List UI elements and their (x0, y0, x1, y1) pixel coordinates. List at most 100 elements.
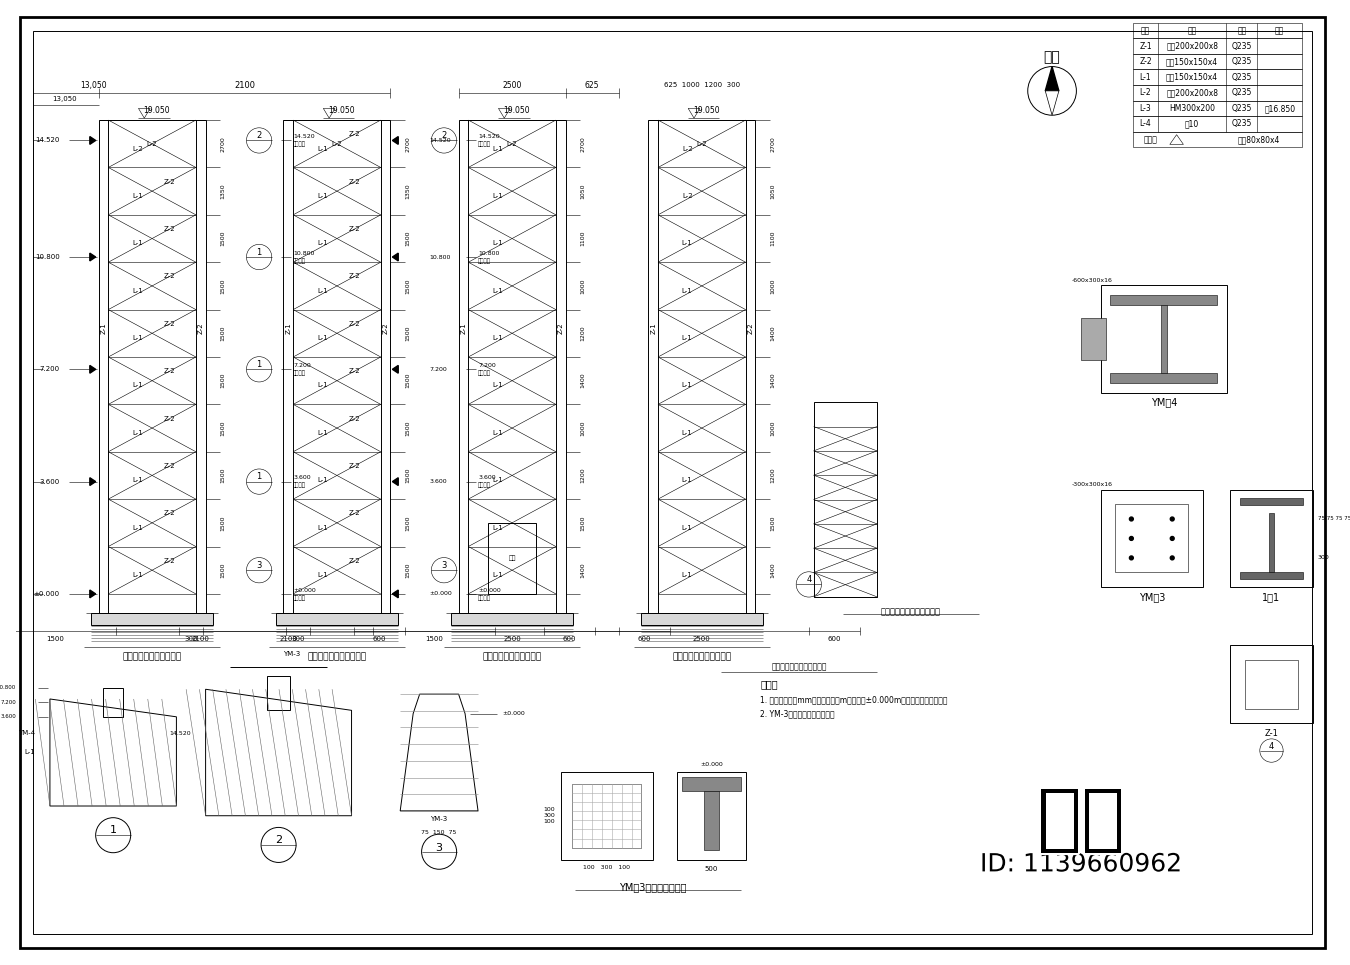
Text: 3: 3 (256, 561, 262, 570)
Text: 7.200: 7.200 (478, 363, 495, 368)
Text: 2: 2 (256, 131, 262, 140)
Text: 1: 1 (256, 248, 262, 257)
Text: L-1: L-1 (317, 572, 328, 578)
Bar (1133, 85, 1303, 100)
Text: L-2: L-2 (682, 146, 693, 152)
Text: 1400: 1400 (771, 563, 775, 578)
Text: L-1: L-1 (682, 335, 693, 341)
Polygon shape (393, 478, 398, 485)
Text: 3.600: 3.600 (478, 475, 495, 481)
Text: 1400: 1400 (771, 325, 775, 341)
Text: L-1: L-1 (493, 382, 502, 389)
Text: 7.200: 7.200 (293, 363, 310, 368)
Text: L-2: L-2 (697, 141, 707, 147)
Text: 1050: 1050 (580, 183, 586, 199)
Text: Z-2: Z-2 (163, 558, 176, 564)
Text: L-1: L-1 (493, 146, 502, 152)
Text: Z-2: Z-2 (163, 416, 176, 422)
Text: 材质: 材质 (1237, 26, 1246, 35)
Text: Z-2: Z-2 (163, 463, 176, 469)
Text: 1000: 1000 (580, 421, 586, 436)
Bar (1111, 373, 1218, 383)
Text: Q235: Q235 (1231, 104, 1251, 113)
Bar (703, 791, 720, 850)
Text: Z-2: Z-2 (163, 320, 176, 327)
Polygon shape (90, 478, 96, 485)
Bar (640, 614, 763, 625)
Text: 1500: 1500 (405, 231, 410, 246)
Text: 方管80x80x4: 方管80x80x4 (1238, 135, 1281, 144)
Text: 1400: 1400 (771, 372, 775, 389)
Text: 1500: 1500 (405, 421, 410, 436)
Polygon shape (90, 590, 96, 597)
Text: L-1: L-1 (493, 477, 502, 483)
Text: 19.050: 19.050 (694, 106, 720, 115)
Text: 钢梁标高: 钢梁标高 (293, 482, 306, 488)
Text: L-3: L-3 (1139, 104, 1152, 113)
Text: L-2: L-2 (332, 141, 343, 147)
Text: L-1: L-1 (317, 525, 328, 531)
Text: 1500: 1500 (771, 515, 775, 531)
Text: 1000: 1000 (771, 278, 775, 293)
Text: Z-2: Z-2 (348, 179, 360, 184)
Text: 1500: 1500 (220, 421, 225, 436)
Text: 600: 600 (563, 636, 576, 642)
Text: 钢梁标高: 钢梁标高 (478, 595, 491, 600)
Text: 1500: 1500 (425, 636, 443, 642)
Text: 1500: 1500 (220, 468, 225, 483)
Text: Q235: Q235 (1231, 57, 1251, 67)
Text: 1500: 1500 (405, 372, 410, 389)
Text: L-1: L-1 (493, 572, 502, 578)
Text: 〆10: 〆10 (1185, 120, 1199, 128)
Text: L-1: L-1 (24, 750, 35, 756)
Bar (1133, 23, 1303, 39)
Text: HM300x200: HM300x200 (1169, 104, 1215, 113)
Text: Z-2: Z-2 (558, 322, 564, 334)
Text: 说明：: 说明： (760, 679, 778, 689)
Text: 1500: 1500 (220, 278, 225, 293)
Text: Z-1: Z-1 (651, 322, 656, 334)
Text: 1500: 1500 (405, 278, 410, 293)
Text: 10.800: 10.800 (478, 251, 500, 256)
Text: 14.520: 14.520 (478, 134, 500, 139)
Text: 600: 600 (637, 636, 651, 642)
Text: Z-2: Z-2 (748, 322, 753, 334)
Text: L-1: L-1 (682, 240, 693, 246)
Text: 2100: 2100 (234, 80, 255, 90)
Text: 1350: 1350 (220, 183, 225, 199)
Text: ±0.000: ±0.000 (429, 592, 452, 596)
Text: 3.600: 3.600 (293, 475, 310, 481)
Text: 1. 图中尺寸单位mm单，标高单位m单，标高±0.000m相当于一层地面标高。: 1. 图中尺寸单位mm单，标高单位m单，标高±0.000m相当于一层地面标高。 (760, 696, 948, 704)
Text: 1: 1 (109, 825, 116, 836)
Text: Z-2: Z-2 (348, 320, 360, 327)
Text: 3: 3 (441, 561, 447, 570)
Text: ID: 1139660962: ID: 1139660962 (980, 852, 1183, 876)
Text: 1400: 1400 (580, 372, 586, 389)
Text: L-1: L-1 (493, 335, 502, 341)
Text: Z-2: Z-2 (163, 273, 176, 280)
Text: 知未: 知未 (1038, 786, 1125, 855)
Text: 1－1: 1－1 (1262, 592, 1281, 602)
Text: 1500: 1500 (46, 636, 63, 642)
Text: 2: 2 (275, 835, 282, 845)
Text: 10.800: 10.800 (35, 254, 59, 260)
Text: ±0.000: ±0.000 (34, 591, 59, 597)
Text: Z-2: Z-2 (163, 226, 176, 232)
Text: Z-2: Z-2 (348, 226, 360, 232)
Bar (1269, 513, 1274, 571)
Text: 1500: 1500 (220, 231, 225, 246)
Text: 1500: 1500 (220, 515, 225, 531)
Text: 钢梁标高: 钢梁标高 (293, 371, 306, 376)
Text: 斜撟：: 斜撟： (1143, 135, 1157, 144)
Text: L-1: L-1 (317, 335, 328, 341)
Text: L-2: L-2 (1139, 89, 1152, 97)
Text: Z-2: Z-2 (1139, 57, 1152, 67)
Text: 电梯井西立面结构布置图: 电梯井西立面结构布置图 (308, 652, 366, 662)
Text: 建北: 建北 (1044, 50, 1061, 64)
Text: 7.200: 7.200 (39, 367, 59, 372)
Polygon shape (393, 137, 398, 145)
Text: 1500: 1500 (220, 372, 225, 389)
Text: 型号: 型号 (1188, 26, 1197, 35)
Text: 方管200x200x8: 方管200x200x8 (1166, 89, 1218, 97)
Text: 符号: 符号 (1141, 26, 1150, 35)
